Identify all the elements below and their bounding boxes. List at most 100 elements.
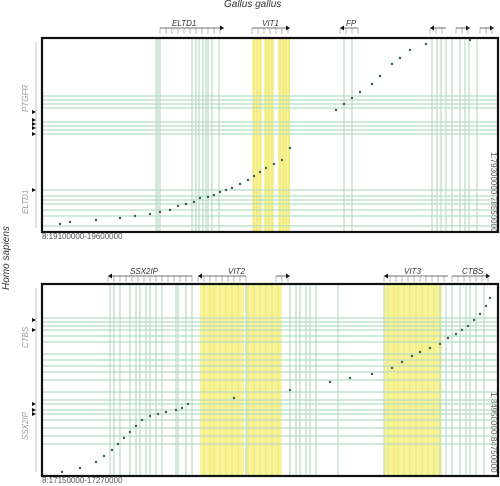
panel2-synteny-dot-16 (232, 396, 236, 400)
panel1-synteny-dot-32 (398, 56, 402, 60)
panel2-synteny-dot-8 (134, 424, 138, 428)
panel1-synteny-dot-19 (252, 174, 256, 178)
panel1-left-marker-2 (32, 122, 36, 126)
panel2-synteny-dot-13 (174, 408, 178, 412)
x-range-label-panel2: 8:17150000-17270000 (42, 476, 123, 485)
panel1-left-marker-5 (32, 188, 36, 192)
panel2-synteny-dot-18 (328, 380, 332, 384)
panel2-synteny-dot-12 (164, 410, 168, 414)
panel1-synteny-dot-6 (158, 210, 162, 214)
panel2-synteny-dot-9 (140, 418, 144, 422)
gene-label-fp-top: FP (346, 19, 357, 28)
panel1-left-marker-0 (32, 110, 36, 114)
panel2-synteny-dot-22 (400, 360, 404, 364)
panel2-left-marker-3 (32, 408, 36, 412)
panel1-gene-arrowhead-3 (430, 25, 434, 31)
panel1-synteny-dot-14 (218, 190, 222, 194)
panel2-synteny-dot-4 (110, 448, 114, 452)
panel2-left-marker-0 (32, 318, 36, 322)
panel2-synteny-dot-21 (390, 366, 394, 370)
panel2-synteny-dot-33 (484, 304, 488, 308)
panel2-synteny-dot-10 (148, 414, 152, 418)
panel2-synteny-dot-34 (488, 296, 492, 300)
panel1-synteny-dot-2 (94, 218, 98, 222)
panel1-synteny-dot-1 (68, 220, 72, 224)
panel1-synteny-dot-24 (288, 146, 292, 150)
panel1-synteny-dot-29 (370, 82, 374, 86)
panel1-synteny-dot-22 (272, 162, 276, 166)
panel1-synteny-dot-10 (192, 200, 196, 204)
panel2-synteny-dot-29 (460, 328, 464, 332)
panel1-synteny-dot-23 (280, 158, 284, 162)
panel1-left-marker-3 (32, 126, 36, 130)
panel1-synteny-dot-35 (468, 38, 472, 42)
panel2-synteny-dot-31 (472, 318, 476, 322)
panel2-synteny-dot-25 (428, 346, 432, 350)
panel1-left-marker-4 (32, 132, 36, 136)
gene-label-vit1-top: VIT1 (262, 19, 279, 28)
panel2-synteny-dot-32 (478, 312, 482, 316)
panel2-left-marker-2 (32, 402, 36, 406)
panel2-left-marker-1 (32, 328, 36, 332)
panel2-synteny-dot-17 (288, 388, 292, 392)
panel2-synteny-dot-28 (454, 332, 458, 336)
panel2-synteny-dot-15 (186, 402, 190, 406)
panel1-frame (40, 36, 500, 234)
panel2-left-marker-4 (32, 412, 36, 416)
panel2-synteny-dot-11 (156, 412, 160, 416)
panel2-synteny-dot-20 (370, 372, 374, 376)
panel2-synteny-dot-27 (446, 336, 450, 340)
panel2-synteny-dot-6 (122, 436, 126, 440)
panel1-synteny-dot-0 (58, 222, 62, 226)
panel2-gene-arrowhead-3 (384, 273, 388, 279)
gene-label-vit3-top: VIT3 (404, 267, 421, 276)
panel1-synteny-dot-20 (258, 170, 262, 174)
panel2-gene-arrowhead-0 (108, 273, 112, 279)
panel1-synteny-dot-34 (424, 42, 428, 46)
panel1-synteny-dot-8 (176, 204, 180, 208)
panel1-synteny-dot-30 (378, 74, 382, 78)
panel2-synteny-dot-2 (94, 460, 98, 464)
panel1-synteny-dot-15 (224, 188, 228, 192)
panel1-synteny-dot-7 (168, 208, 172, 212)
panel1-synteny-dot-31 (390, 62, 394, 66)
panel1-gene-arrowhead-2 (340, 25, 344, 31)
panel2-gene-arrowhead-1 (198, 273, 202, 279)
panel2-synteny-dot-14 (180, 406, 184, 410)
panel1-synteny-dot-12 (206, 195, 210, 199)
panel1-synteny-dot-4 (133, 214, 137, 218)
panel1-synteny-dot-13 (212, 193, 216, 197)
gene-label-ssx2ip-top: SSX2IP (130, 267, 159, 276)
panel2-synteny-dot-23 (410, 354, 414, 358)
gene-label-vit2-top: VIT2 (228, 267, 245, 276)
panel2-synteny-dot-7 (128, 430, 132, 434)
species-title-top: Gallus gallus (224, 0, 282, 10)
panel1-synteny-dot-33 (408, 48, 412, 52)
panel2-synteny-dot-0 (60, 470, 64, 474)
panel1-synteny-dot-5 (148, 212, 152, 216)
panel1-synteny-dot-27 (350, 96, 354, 100)
panel2-frame (40, 282, 500, 478)
panel2-synteny-dot-30 (466, 324, 470, 328)
panel2-synteny-dot-5 (116, 442, 120, 446)
panel1-synteny-dot-21 (264, 166, 268, 170)
gene-label-ctbs-top: CTBS (462, 267, 484, 276)
panel1-synteny-dot-18 (246, 178, 250, 182)
panel2-synteny-dot-3 (102, 454, 106, 458)
panel1-synteny-dot-17 (238, 182, 242, 186)
panel1-synteny-dot-3 (118, 216, 122, 220)
panel1-synteny-dot-26 (342, 102, 346, 106)
panel1-synteny-dot-25 (334, 108, 338, 112)
panel2-synteny-dot-1 (78, 466, 82, 470)
x-range-label-panel1: 8:19100000-19600000 (42, 232, 123, 241)
panel1-synteny-dot-28 (358, 90, 362, 94)
panel1-gene-arrowhead-0 (220, 25, 224, 31)
panel1-left-marker-1 (32, 118, 36, 122)
panel1-vit-band-2 (278, 38, 290, 232)
panel2-synteny-dot-19 (348, 376, 352, 380)
panel1-synteny-dot-16 (230, 186, 234, 190)
panel2-synteny-dot-24 (418, 350, 422, 354)
gene-label-eltd1-top: ELTD1 (172, 19, 197, 28)
panel1-synteny-dot-11 (198, 196, 202, 200)
